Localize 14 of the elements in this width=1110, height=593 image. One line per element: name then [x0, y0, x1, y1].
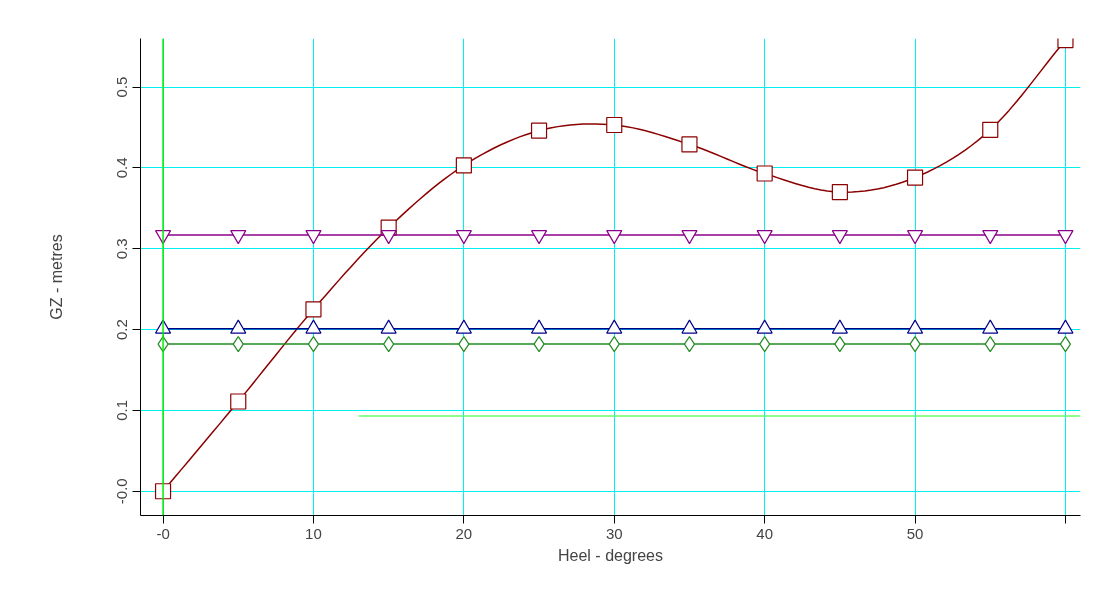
x-tick-label: 50	[906, 524, 924, 542]
x-axis-title: Heel - degrees	[558, 546, 663, 564]
y-tick-label: 0.3	[113, 238, 131, 260]
x-tick-label: 40	[756, 524, 774, 542]
x-tick-label: 30	[605, 524, 623, 542]
y-tick-label: 0.5	[113, 76, 131, 98]
y-axis-title: GZ - metres	[47, 234, 65, 320]
x-tick-label: -0	[156, 524, 170, 542]
x-tick-label: 20	[455, 524, 473, 542]
y-tick-label: 0.4	[113, 157, 131, 179]
x-tick-label: 10	[305, 524, 322, 542]
y-tick-label: 0.1	[113, 399, 131, 421]
y-tick-label: -0.0	[113, 478, 131, 505]
y-tick-label: 0.2	[113, 319, 131, 340]
